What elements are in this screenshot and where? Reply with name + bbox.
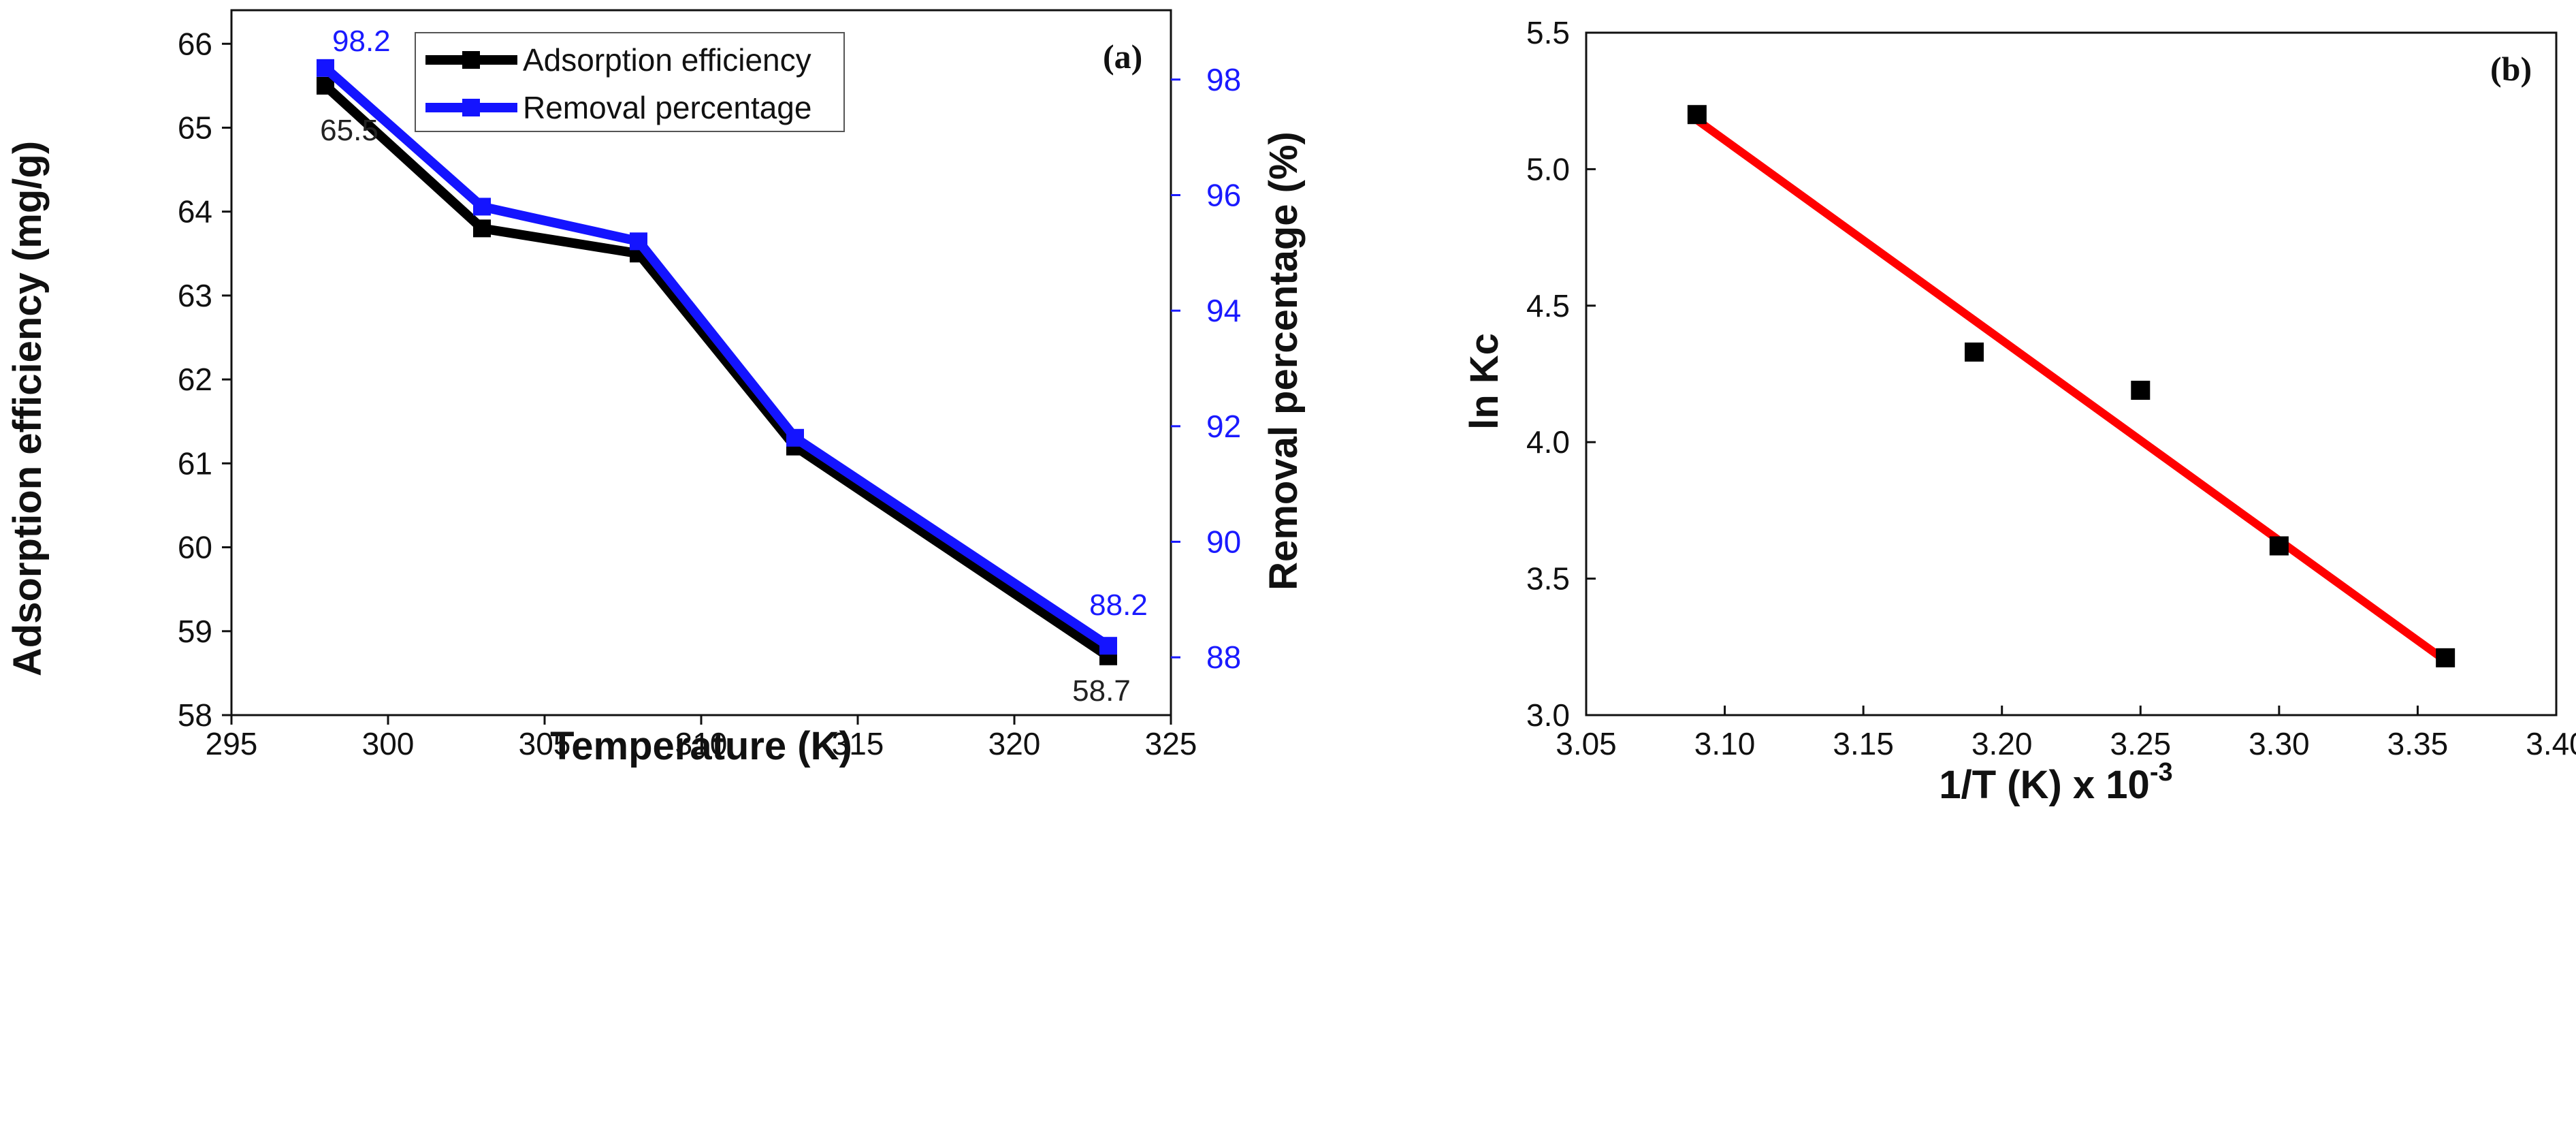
- data-point-adsorption: [317, 76, 334, 95]
- scatter-point: [2269, 536, 2289, 556]
- data-point-removal: [317, 59, 334, 77]
- panel-a-x-tick-label: 305: [519, 726, 571, 761]
- panel-b: 3.05 3.10 3.15 3.20 3.25 3.30 3.35 3.40 3.0 3.5 4…: [1462, 15, 2576, 807]
- fit-line: [1694, 116, 2448, 664]
- panel-b-y-tick-label: 3.5: [1526, 561, 1570, 597]
- legend-label-removal: Removal percentage: [523, 90, 811, 125]
- panel-a-x-tick-label: 320: [988, 726, 1041, 761]
- panel-a-y-tick-label: 63: [178, 278, 212, 313]
- data-point-removal: [786, 428, 804, 447]
- data-point-adsorption: [473, 219, 491, 238]
- panel-a-y-tick-label: 64: [178, 194, 212, 230]
- panel-b-y-tick-label: 5.0: [1526, 151, 1570, 187]
- panel-b-x-axis-title-main: 1/T (K) x 10: [1939, 763, 2149, 807]
- scatter-point: [2436, 648, 2456, 667]
- scatter-point: [1965, 342, 1984, 362]
- panel-a-y-tick-label: 62: [178, 362, 212, 397]
- panel-a-y-tick-label: 59: [178, 614, 212, 649]
- panel-b-fit: [1694, 116, 2448, 664]
- panel-a-y2-tick-label: 94: [1206, 293, 1241, 328]
- panel-b-y-tick-label: 3.0: [1526, 697, 1570, 733]
- panel-a-legend: Adsorption efficiency Removal percentage: [415, 32, 845, 132]
- panel-a-x-tick-label: 295: [206, 726, 258, 761]
- panel-b-y-tick-label: 4.5: [1526, 288, 1570, 324]
- panel-b-x-tick-label: 3.10: [1694, 726, 1756, 761]
- panel-b-y-tick-label: 4.0: [1526, 424, 1570, 460]
- panel-b-y-tick-label: 5.5: [1526, 15, 1570, 50]
- panel-a-annotations: 98.2 65.5 88.2 58.7: [320, 25, 1148, 708]
- panel-a-y-tick-label: 61: [178, 445, 212, 481]
- panel-b-x-ticks: 3.05 3.10 3.15 3.20 3.25 3.30 3.35 3.40: [1556, 706, 2576, 761]
- data-label: 65.5: [320, 114, 379, 147]
- scatter-point: [2131, 381, 2151, 400]
- panel-b-x-tick-label: 3.05: [1556, 726, 1617, 761]
- panel-a-y2-axis-title: Removal percentage (%): [1261, 131, 1306, 590]
- panel-a-label: (a): [1103, 37, 1142, 76]
- panel-a-y-tick-label: 66: [178, 26, 212, 61]
- panel-a-x-tick-label: 300: [362, 726, 415, 761]
- data-label: 58.7: [1072, 674, 1131, 708]
- panel-b-y-ticks: 3.0 3.5 4.0 4.5 5.0 5.5: [1526, 15, 1596, 733]
- data-point-removal: [1099, 637, 1117, 655]
- panel-b-label: (b): [2490, 50, 2532, 88]
- legend-marker-adsorption: [462, 51, 480, 69]
- scatter-point: [1687, 105, 1707, 125]
- panel-b-x-tick-label: 3.25: [2110, 726, 2172, 761]
- panel-a-x-tick-label: 325: [1145, 726, 1197, 761]
- panel-a-y2-tick-label: 96: [1206, 177, 1241, 212]
- panel-b-x-tick-label: 3.20: [1971, 726, 2033, 761]
- data-point-removal: [630, 232, 647, 251]
- panel-b-x-tick-label: 3.30: [2249, 726, 2310, 761]
- panel-a-y2-tick-label: 92: [1206, 409, 1241, 444]
- data-label: 88.2: [1089, 588, 1148, 622]
- panel-a-y-tick-label: 60: [178, 530, 212, 565]
- legend-label-adsorption: Adsorption efficiency: [523, 42, 811, 78]
- panel-a-y2-ticks: 88 90 92 94 96 98: [1171, 62, 1241, 675]
- panel-b-x-tick-label: 3.35: [2387, 726, 2449, 761]
- panel-b-x-tick-label: 3.15: [1833, 726, 1894, 761]
- panel-a-y-ticks: 58 59 60 61 62 63 64 65 66: [178, 26, 231, 733]
- panel-a-x-tick-label: 315: [832, 726, 884, 761]
- panel-b-y-axis-title: ln Kc: [1462, 333, 1507, 430]
- panel-a-y2-tick-label: 88: [1206, 640, 1241, 675]
- panel-a-x-ticks: 295 300 305 310 315 320 325: [206, 715, 1197, 761]
- panel-b-x-axis-title-exp: -3: [2150, 758, 2173, 787]
- legend-marker-removal: [462, 99, 480, 116]
- panel-a-y-axis-title: Adsorption efficiency (mg/g): [5, 141, 50, 676]
- panel-a-y-tick-label: 65: [178, 110, 212, 146]
- panel-a-x-axis-title: Temperature (K): [550, 724, 852, 768]
- panel-a-y2-tick-label: 98: [1206, 62, 1241, 97]
- data-label: 98.2: [332, 25, 391, 58]
- legend-box: [415, 32, 845, 132]
- panel-a-x-tick-label: 310: [675, 726, 728, 761]
- panel-b-points: [1687, 105, 2456, 667]
- panel-a-y-tick-label: 58: [178, 697, 212, 733]
- data-point-removal: [473, 198, 491, 216]
- panel-a: 295 300 305 310 315 320 325 58 59 60 61 62 63 64 65 66…: [5, 9, 1306, 768]
- panel-b-x-tick-label: 3.40: [2526, 726, 2576, 761]
- panel-b-plot-frame: [1585, 31, 2558, 716]
- panel-a-series: [317, 59, 1117, 665]
- panel-a-y2-tick-label: 90: [1206, 524, 1241, 559]
- panel-b-x-axis-title: 1/T (K) x 10-3: [1939, 758, 2172, 807]
